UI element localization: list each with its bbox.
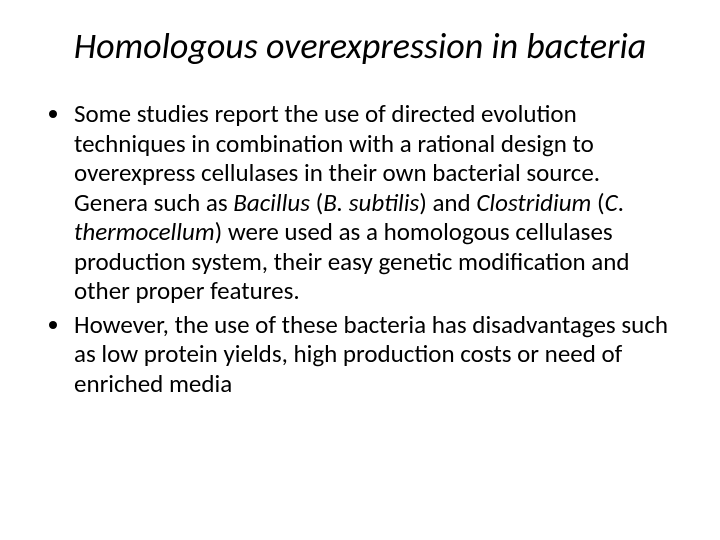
- bullet-1: However, the use of these bacteria has d…: [72, 310, 678, 399]
- text-run: Clostridium: [476, 187, 591, 218]
- text-run: ) and: [419, 187, 476, 218]
- text-run: C: [605, 187, 618, 218]
- slide-title: Homologous overexpression in bacteria: [42, 26, 678, 67]
- text-run: (: [591, 187, 604, 218]
- text-run: thermocellum: [74, 216, 215, 247]
- slide: Homologous overexpression in bacteria So…: [0, 0, 720, 540]
- text-run: .: [618, 187, 624, 218]
- bullet-0: Some studies report the use of directed …: [72, 99, 678, 306]
- slide-body: Some studies report the use of directed …: [42, 99, 678, 398]
- text-run: (: [310, 187, 323, 218]
- text-run: However, the use of these bacteria has d…: [74, 309, 668, 399]
- text-run: Bacillus: [233, 187, 310, 218]
- text-run: B. subtilis: [323, 187, 419, 218]
